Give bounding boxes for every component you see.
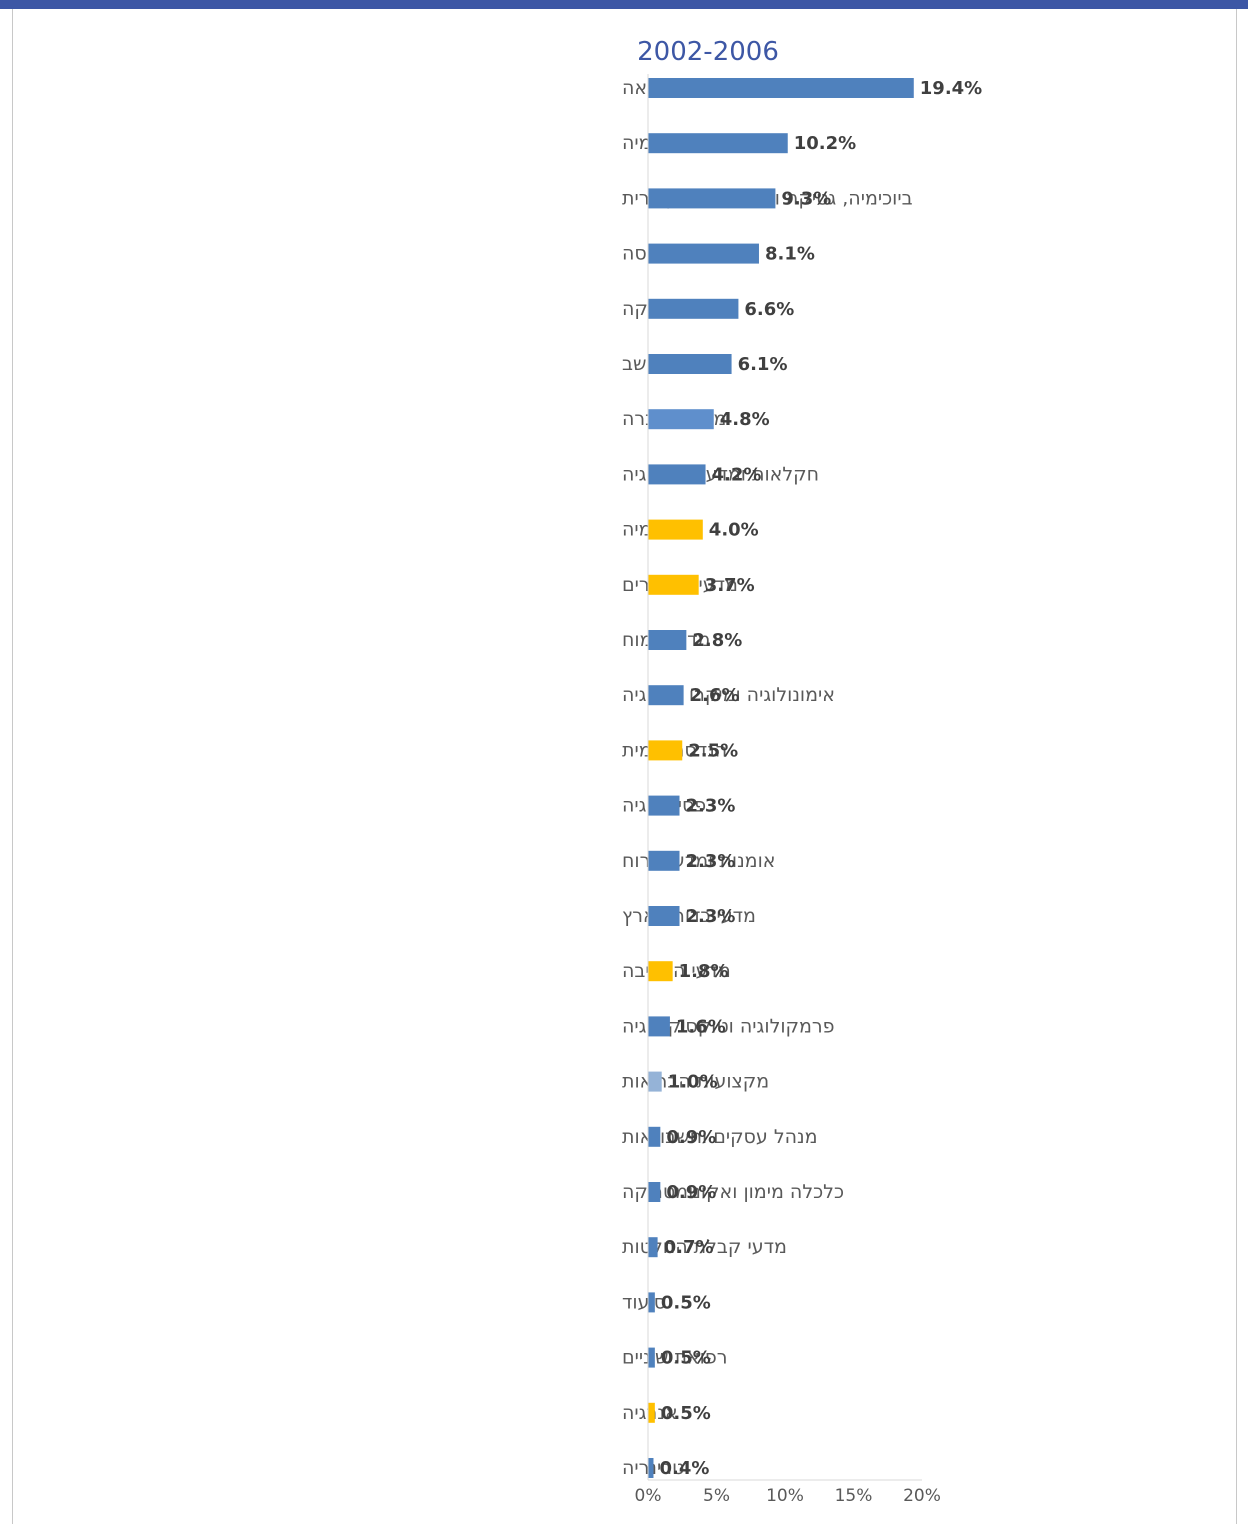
bar <box>648 795 680 816</box>
bar <box>648 188 776 209</box>
data-label: 0.5% <box>661 1292 711 1313</box>
chart-title: 2002-2006 <box>637 37 779 67</box>
x-tick-label: 0% <box>635 1486 662 1506</box>
data-label: 0.5% <box>661 1403 711 1424</box>
category-label: וטרינריה <box>622 1457 689 1479</box>
frame-right-border <box>1236 9 1237 1524</box>
data-label: 2.3% <box>686 906 736 927</box>
data-label: 1.0% <box>668 1072 718 1093</box>
category-label: כלכלה מימון ואקונומטריקה <box>622 1181 844 1203</box>
bar <box>648 850 680 871</box>
category-label: מנהל עסקים וחשבונאות <box>622 1126 818 1148</box>
data-label: 4.8% <box>720 409 770 430</box>
data-label: 9.3% <box>781 188 831 209</box>
data-label: 8.1% <box>765 244 815 265</box>
data-label: 0.4% <box>659 1458 709 1479</box>
data-label: 0.7% <box>664 1237 714 1258</box>
x-tick-label: 10% <box>766 1486 804 1506</box>
bar <box>648 740 683 761</box>
bar <box>648 1402 655 1423</box>
data-label: 10.2% <box>794 133 856 154</box>
bar <box>648 78 914 98</box>
bar <box>648 464 706 485</box>
bars-group: רפואה19.4%פיזיקה ואסטרונומיה10.2%ביוכימי… <box>622 77 982 1479</box>
bar <box>648 961 673 982</box>
data-label: 6.6% <box>744 299 794 320</box>
data-label: 19.4% <box>920 78 982 99</box>
x-axis: 0% 5% 10% 15% 20% <box>635 74 941 1506</box>
data-label: 6.1% <box>738 354 788 375</box>
bar <box>648 1016 670 1037</box>
bar <box>648 574 699 595</box>
bar <box>648 1182 661 1202</box>
data-label: 0.9% <box>666 1127 716 1148</box>
data-label: 3.7% <box>705 575 755 596</box>
data-label: 1.6% <box>676 1016 726 1037</box>
category-label: מדעי קבלת החלטות <box>622 1236 787 1258</box>
data-label: 4.0% <box>709 520 759 541</box>
data-label: 1.8% <box>679 961 729 982</box>
bar <box>648 354 732 374</box>
bar <box>648 1347 655 1368</box>
data-label: 0.5% <box>661 1348 711 1369</box>
data-label: 4.2% <box>712 464 762 485</box>
x-tick-label: 20% <box>903 1486 941 1506</box>
bar <box>648 409 714 430</box>
category-label: פרמקולוגיה וטוקסיקולוגיה <box>622 1015 835 1037</box>
x-tick-label: 5% <box>703 1486 730 1506</box>
data-label: 2.6% <box>690 685 740 706</box>
bar <box>648 1126 661 1147</box>
data-label: 2.8% <box>692 630 742 651</box>
bar <box>648 1458 654 1478</box>
data-label: 2.3% <box>686 851 736 872</box>
frame-left-border <box>12 9 13 1524</box>
category-label: סיעוד <box>622 1291 666 1313</box>
bar <box>648 243 759 264</box>
bar <box>648 1071 662 1092</box>
top-accent-bar <box>0 0 1248 9</box>
data-label: 2.3% <box>686 796 736 817</box>
bar <box>648 685 684 706</box>
data-label: 0.9% <box>666 1182 716 1203</box>
bar <box>648 1237 658 1258</box>
bar <box>648 519 703 540</box>
bar <box>648 1292 655 1313</box>
bar <box>648 630 687 650</box>
bar <box>648 133 788 154</box>
bar <box>648 906 680 926</box>
bar <box>648 298 739 319</box>
data-label: 2.5% <box>688 740 738 761</box>
x-tick-label: 15% <box>835 1486 873 1506</box>
